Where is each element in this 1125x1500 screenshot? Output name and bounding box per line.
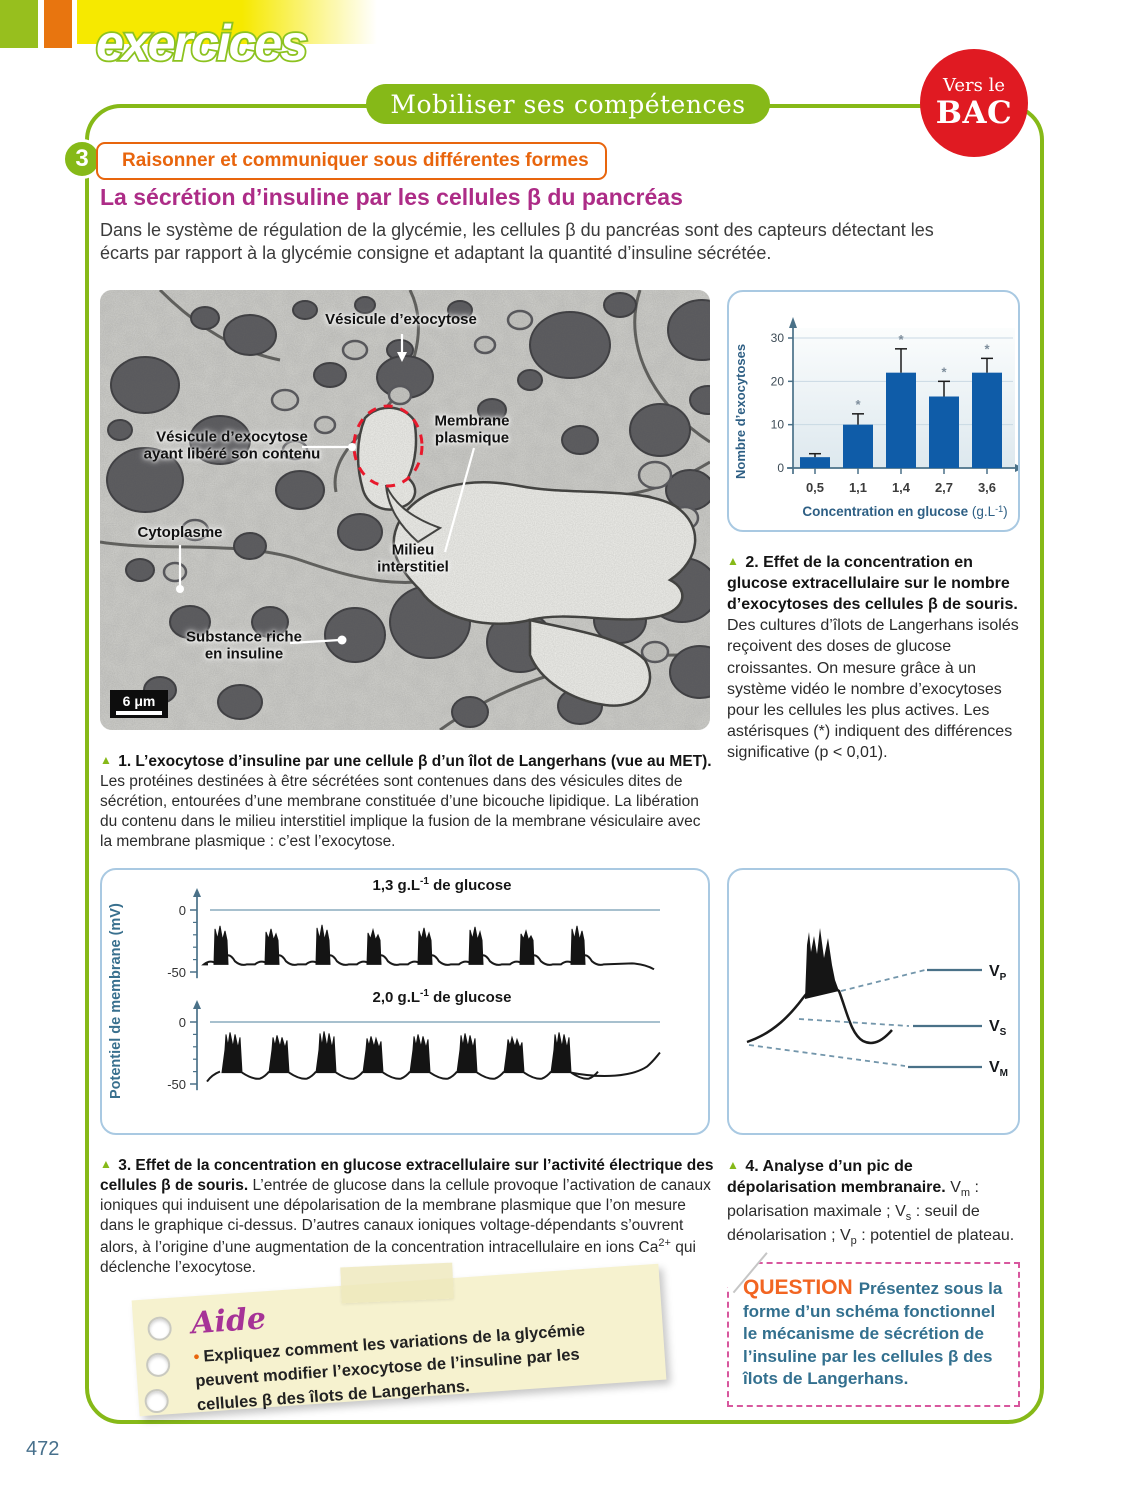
caption-fig4: ▲ 4. Analyse d’un pic de dépolarisation …	[727, 1158, 1015, 1247]
hole-decoration	[146, 1315, 173, 1342]
spike-burst	[805, 928, 839, 999]
question-box: QUESTION Présentez sous la forme d’un sch…	[714, 1236, 1020, 1408]
caption-fig2: ▲ 2. Effet de la concentration en glucos…	[727, 554, 1019, 761]
svg-text:20: 20	[771, 374, 785, 388]
membrane-chart-ylabel: Potentiel de membrane (mV)	[108, 903, 124, 1100]
depolarization-curve	[746, 986, 893, 1045]
membrane-chart-svg: 1,3 g.L-1 de glucose 2,0 g.L-1 de glucos…	[167, 876, 661, 1092]
caption-fig1: ▲ 1. L’exocytose d’insuline par une cell…	[100, 752, 712, 851]
svg-text:*: *	[941, 364, 947, 379]
scale-bar-line	[116, 711, 162, 715]
intro-paragraph: Dans le système de régulation de la glyc…	[100, 220, 934, 263]
question-text: Présentez sous la forme d’un schéma fonc…	[743, 1279, 1003, 1389]
label-cytoplasme: Cytoplasme	[137, 523, 223, 541]
label-membrane-plasmique: Membrane plasmique	[434, 412, 510, 446]
exocytosis-bar-chart: Nombre d’exocytoses 0 10 20 30 0,5 * 1,1 * 1,4 * 2…	[727, 290, 1024, 532]
hole-decoration	[145, 1352, 171, 1378]
svg-text:3,6: 3,6	[978, 480, 996, 495]
svg-text:0: 0	[179, 1015, 186, 1030]
electron-micrograph: Vésicule d’exocytose Vésicule d’exocytos…	[100, 290, 710, 730]
exercise-title: La sécrétion d’insuline par les cellules…	[100, 184, 683, 210]
svg-text:0: 0	[777, 461, 784, 475]
exercices-wordmark: exercices	[94, 13, 311, 73]
leader-ends	[176, 352, 407, 645]
caption-marker: ▲	[100, 752, 112, 767]
label-vesicule-exocytose: Vésicule d’exocytose	[325, 310, 477, 328]
svg-text:*: *	[984, 341, 990, 356]
depolarization-peak-figure: VP VS VM	[727, 868, 1020, 1135]
section-banner: Mobiliser ses compétences	[366, 84, 770, 124]
peak-figure-svg: VP VS VM	[746, 928, 1008, 1079]
label-substance-insuline: Substance riche en insuline	[186, 628, 302, 662]
svg-text:-50: -50	[167, 965, 186, 980]
tape-decoration	[340, 1262, 454, 1304]
grain-overlay	[100, 290, 710, 730]
hole-decoration	[143, 1388, 170, 1414]
deco-orange-block	[44, 0, 72, 48]
svg-text:1,1: 1,1	[849, 480, 867, 495]
vers-le-bac-badge: Vers le BAC	[920, 49, 1028, 157]
label-milieu-interstitiel: Milieu interstitiel	[377, 541, 449, 575]
level-lines	[908, 968, 982, 1069]
aide-title: Aide	[190, 1301, 268, 1342]
em-artwork	[100, 290, 710, 730]
deco-green-block	[0, 0, 38, 48]
label-vs: VS	[989, 1018, 1007, 1038]
exocytosis-dashed-circle	[352, 404, 424, 488]
question-label: QUESTION	[743, 1276, 853, 1299]
svg-text:1,4: 1,4	[892, 480, 911, 495]
deco-yellow-band	[77, 0, 377, 44]
svg-text:*: *	[898, 332, 904, 347]
bar-chart-ylabel: Nombre d’exocytoses	[733, 343, 748, 479]
exercise-number: 3	[62, 139, 102, 179]
membrane-potential-chart: Potentiel de membrane (mV) 1,3 g.L-1 de …	[100, 868, 710, 1135]
wordmark-text: exercices	[96, 15, 307, 71]
caption-marker: ▲	[727, 554, 739, 568]
svg-text:0,5: 0,5	[806, 480, 824, 495]
badge-line2: BAC	[935, 95, 1013, 131]
svg-text:10: 10	[771, 418, 785, 432]
page-number: 472	[26, 1438, 60, 1460]
scale-bar: 6 μm	[110, 690, 168, 718]
bar-chart-svg: 0 10 20 30 0,5 * 1,1 * 1,4 * 2,7 * 3,6 Concentration …	[771, 317, 1024, 519]
svg-text:30: 30	[771, 331, 785, 345]
svg-text:-50: -50	[167, 1077, 186, 1092]
caption-marker: ▲	[727, 1158, 739, 1172]
svg-text:0: 0	[179, 903, 186, 918]
bullet-icon: •	[193, 1347, 201, 1367]
trace1-title: 1,3 g.L-1 de glucose	[373, 876, 512, 894]
svg-text:*: *	[855, 397, 861, 412]
badge-line1: Vers le	[943, 75, 1005, 96]
caption-fig3: ▲ 3. Effet de la concentration en glucos…	[100, 1156, 714, 1277]
projection-dashed-lines	[748, 969, 926, 1067]
trace2-title: 2,0 g.L-1 de glucose	[373, 988, 512, 1006]
label-vm: VM	[989, 1059, 1008, 1079]
leader-lines	[178, 334, 476, 645]
svg-text:Concentration en glucose (g.L-: Concentration en glucose (g.L-1)	[802, 504, 1007, 519]
label-vp: VP	[989, 963, 1007, 983]
caption-marker: ▲	[100, 1156, 112, 1171]
svg-text:2,7: 2,7	[935, 480, 953, 495]
label-vesicule-liberee: Vésicule d’exocytose ayant libéré son co…	[143, 428, 321, 462]
competence-label: Raisonner et communiquer sous différente…	[96, 142, 607, 180]
